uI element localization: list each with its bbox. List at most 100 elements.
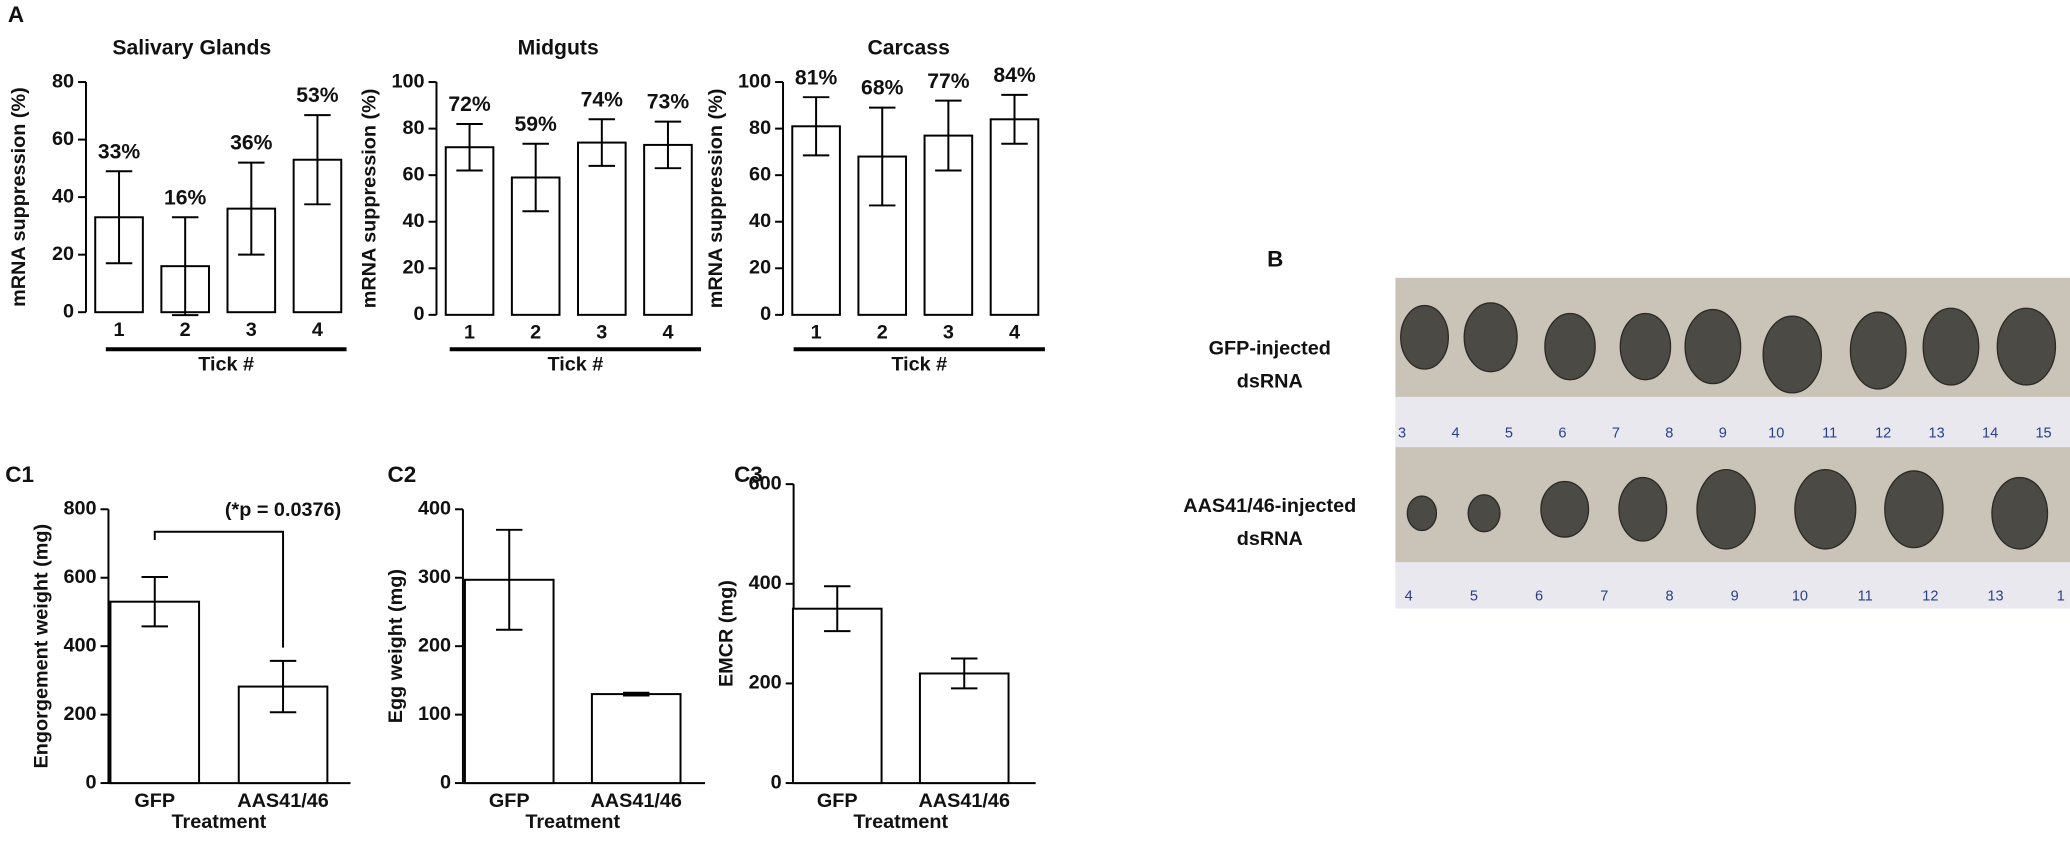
y-tick-label: 40 (403, 210, 425, 232)
photo-row-label: AAS41/46-injected (1183, 495, 1356, 517)
error-bar (802, 96, 830, 157)
panel-label: A (8, 2, 24, 27)
y-tick-label: 80 (749, 117, 771, 139)
y-tick-label: 80 (403, 117, 425, 139)
ruler-number: 15 (2035, 426, 2051, 442)
error-bar (588, 118, 616, 167)
error-bar (654, 120, 682, 170)
ruler-number: 7 (1612, 426, 1620, 442)
y-tick-label: 300 (418, 566, 451, 588)
error-bar (496, 528, 523, 631)
y-tick-label: 100 (391, 70, 424, 92)
ruler-number: 11 (1858, 588, 1873, 604)
y-tick-label: 400 (749, 572, 782, 594)
y-axis-label: mRNA suppression (%) (359, 89, 381, 309)
x-tick-label: 1 (464, 322, 475, 344)
significance-bracket (153, 530, 285, 648)
y-tick-label: 0 (414, 303, 425, 325)
value-label: 68% (861, 77, 904, 100)
y-tick-label: 60 (749, 163, 771, 185)
value-label: 84% (993, 64, 1036, 87)
ruler-number: 4 (1405, 588, 1413, 604)
ruler-number: 6 (1558, 426, 1566, 442)
x-tick-label: 1 (114, 319, 125, 341)
ticks-top (1400, 302, 2057, 394)
error-bar (269, 659, 297, 714)
photo-row-label: GFP-injected (1209, 337, 1331, 359)
value-label: 77% (927, 70, 970, 93)
x-tick-label: 4 (312, 319, 323, 341)
chart-title: Carcass (868, 37, 950, 60)
error-bar (238, 161, 265, 256)
bar (109, 600, 201, 785)
x-tick-label: GFP (489, 790, 530, 812)
photo (1395, 277, 2070, 609)
photo-row-label: dsRNA (1237, 371, 1303, 393)
x-tick-label: 2 (530, 322, 541, 344)
bar (590, 693, 682, 785)
value-label: 81% (795, 66, 838, 89)
ruler-number: 14 (1982, 426, 1998, 442)
y-tick-label: 20 (749, 257, 771, 279)
error-bar (105, 170, 133, 265)
x-tick-label: 1 (811, 322, 822, 344)
error-bar (824, 585, 851, 633)
x-tick-label: 4 (662, 322, 673, 344)
ruler-number: 8 (1665, 588, 1673, 604)
x-tick-label: GFP (817, 790, 858, 812)
bar (444, 146, 495, 316)
ruler-number: 12 (1875, 426, 1891, 442)
y-tick-label: 0 (760, 303, 771, 325)
y-axis-label: Egg weight (mg) (385, 569, 407, 723)
bar (791, 607, 883, 785)
y-tick-label: 20 (52, 243, 74, 265)
y-tick-label: 100 (738, 70, 771, 92)
x-tick-label: 3 (246, 319, 257, 341)
x-tick-label: AAS41/46 (918, 790, 1009, 812)
x-axis-label: Tick # (547, 353, 603, 375)
bar (918, 672, 1010, 785)
y-tick-label: 0 (86, 771, 97, 793)
y-axis-label: EMCR (mg) (716, 580, 738, 687)
y-tick-label: 20 (403, 257, 425, 279)
y-tick-label: 100 (418, 703, 451, 725)
y-tick-label: 0 (771, 771, 782, 793)
ruler-number: 6 (1535, 588, 1543, 604)
value-label: 72% (448, 93, 491, 116)
x-tick-label: 4 (1009, 322, 1020, 344)
annotation: (*p = 0.0376) (225, 499, 341, 521)
y-tick-label: 200 (749, 672, 782, 694)
x-tick-label: GFP (134, 790, 175, 812)
error-bar (951, 657, 978, 690)
ruler-number: 8 (1665, 426, 1673, 442)
y-tick-label: 600 (749, 472, 782, 494)
y-tick-label: 80 (52, 70, 74, 92)
bar (643, 143, 693, 316)
ruler-number: 9 (1719, 426, 1727, 442)
y-tick-label: 600 (63, 566, 96, 588)
ruler-number: 7 (1600, 588, 1608, 604)
ruler-number: 5 (1505, 426, 1513, 442)
value-label: 16% (164, 186, 207, 209)
panel-label: B (1267, 247, 1283, 272)
y-tick-label: 40 (52, 185, 74, 207)
panel-label: C3 (734, 462, 763, 487)
x-tick-label: 2 (180, 319, 191, 341)
error-bar (456, 122, 483, 172)
x-axis-label: Treatment (172, 811, 267, 833)
error-bar (622, 691, 650, 697)
ruler-number: 10 (1792, 588, 1808, 604)
x-tick-label: 3 (596, 322, 607, 344)
value-label: 73% (647, 91, 690, 114)
chart-title: Midguts (518, 37, 599, 60)
ruler-number: 5 (1470, 588, 1478, 604)
ticks-bottom (1406, 468, 2049, 550)
ruler-number: 10 (1768, 426, 1784, 442)
chart-title: Salivary Glands (112, 37, 271, 60)
ruler-number: 13 (1987, 588, 2003, 604)
ruler-number: 12 (1922, 588, 1938, 604)
error-bar (935, 99, 962, 172)
bar (989, 118, 1040, 316)
y-tick-label: 0 (440, 771, 451, 793)
y-tick-label: 400 (418, 498, 451, 520)
